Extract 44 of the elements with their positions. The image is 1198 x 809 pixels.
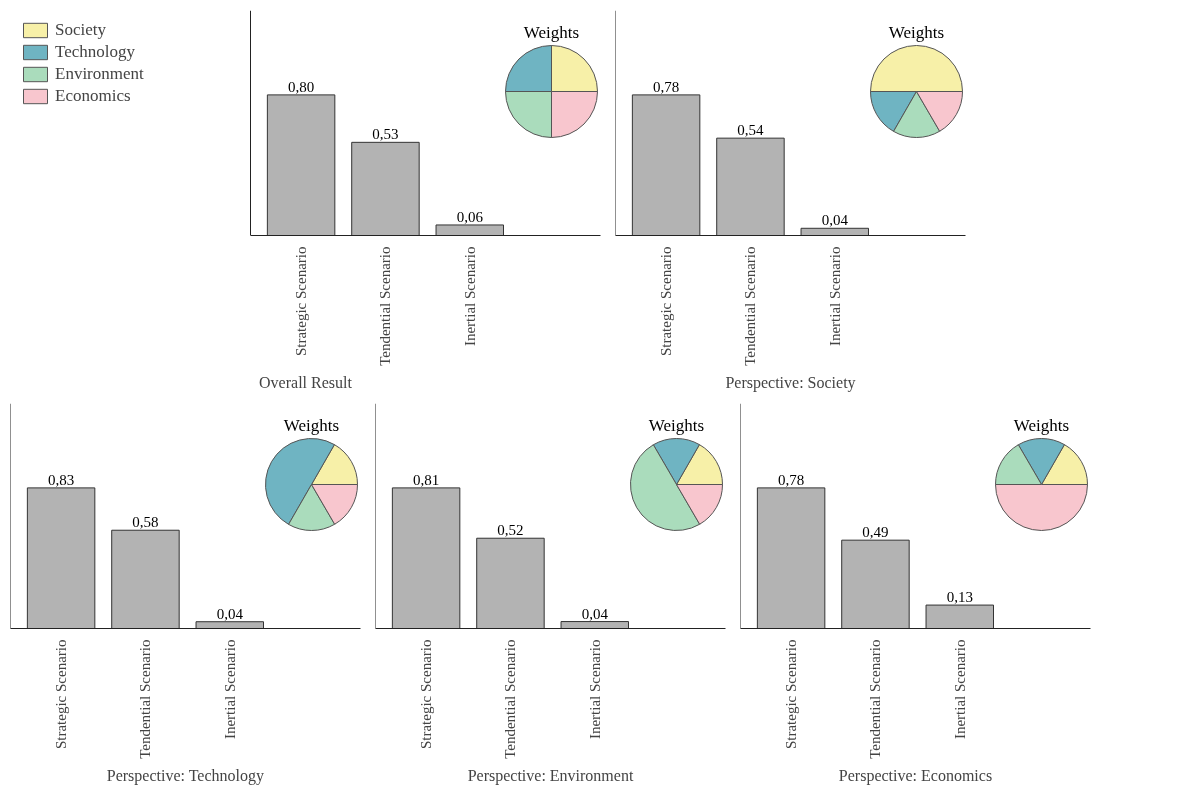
x-tick-label: Inertial Scenario (586, 639, 603, 740)
x-tick-label: Tendential Scenario (137, 639, 154, 759)
data-label: 0,52 (497, 522, 524, 539)
chart-title: Weights (523, 22, 580, 42)
data-label: 0,58 (132, 514, 159, 531)
chart-title: Weights (648, 415, 705, 435)
x-tick-label: Strategic Scenario (53, 639, 70, 750)
x-axis-title: Perspective: Technology (106, 766, 264, 785)
data-label: 0,04 (581, 605, 609, 622)
data-label: 0,04 (216, 605, 244, 622)
data-label: 0,78 (777, 471, 805, 488)
legend-label: Environment (55, 64, 144, 84)
x-tick-label: Tendential Scenario (742, 246, 759, 366)
x-tick-label: Tendential Scenario (502, 639, 519, 759)
data-label: 0,49 (862, 524, 889, 541)
x-axis-title: Overall Result (259, 373, 353, 391)
x-axis-title: Perspective: Economics (838, 766, 993, 785)
data-label: 0,78 (652, 78, 680, 95)
data-label: 0,81 (412, 471, 440, 488)
x-tick-label: Strategic Scenario (418, 639, 435, 750)
data-label: 0,06 (456, 208, 484, 225)
x-tick-label: Tendential Scenario (867, 639, 884, 759)
x-tick-label: Inertial Scenario (221, 639, 238, 740)
x-tick-label: Strategic Scenario (293, 246, 310, 357)
data-label: 0,80 (287, 78, 315, 95)
legend-label: Economics (55, 86, 131, 106)
data-label: 0,04 (821, 212, 849, 229)
legend-label: Technology (55, 42, 136, 62)
x-axis-title: Perspective: Environment (467, 766, 634, 785)
data-label: 0,13 (946, 589, 973, 606)
x-tick-label: Inertial Scenario (826, 246, 843, 347)
chart-title: Weights (1013, 415, 1070, 435)
x-tick-label: Strategic Scenario (658, 246, 675, 357)
chart-title: Weights (283, 415, 340, 435)
chart-title: Weights (888, 22, 945, 42)
x-tick-label: Tendential Scenario (377, 246, 394, 366)
x-tick-label: Strategic Scenario (783, 639, 800, 750)
data-label: 0,53 (372, 126, 399, 143)
legend-label: Society (55, 20, 106, 40)
x-tick-label: Inertial Scenario (461, 246, 478, 347)
x-tick-label: Inertial Scenario (951, 639, 968, 740)
data-label: 0,83 (47, 471, 75, 488)
data-label: 0,54 (737, 122, 765, 139)
x-axis-title: Perspective: Society (725, 373, 856, 392)
